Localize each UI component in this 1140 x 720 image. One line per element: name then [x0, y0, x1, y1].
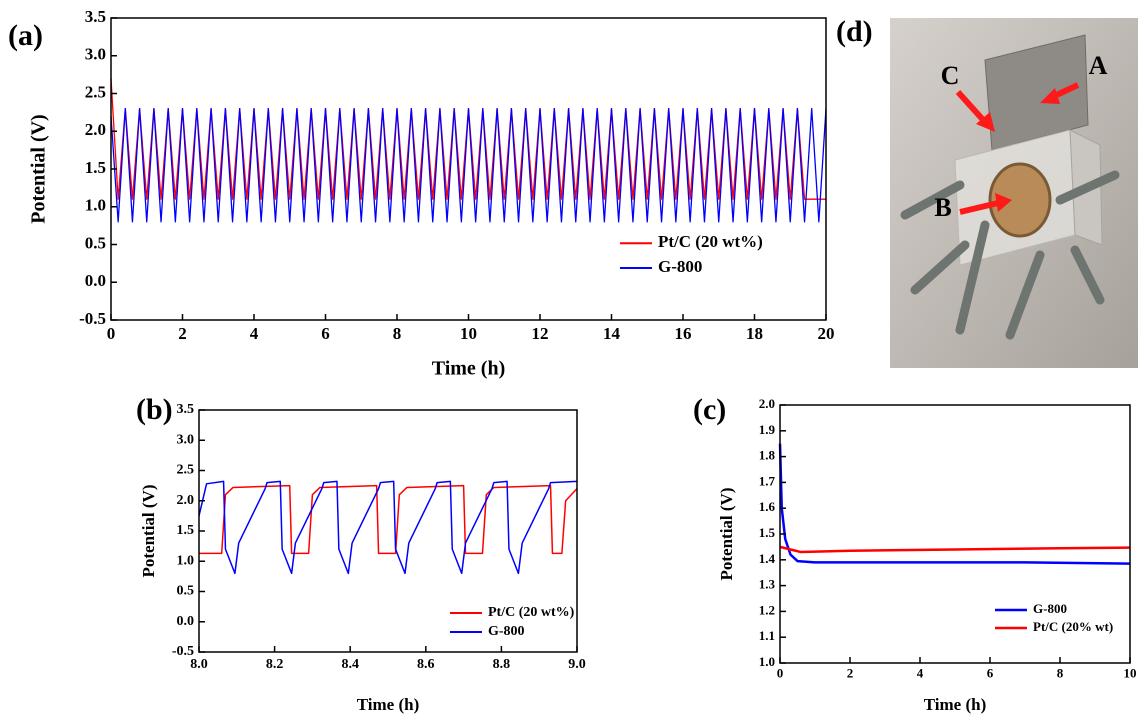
y-tick-label: 1.7: [759, 473, 776, 488]
x-tick-label: 8: [1057, 666, 1064, 681]
x-tick-label: 8: [393, 324, 402, 343]
x-axis-title: Time (h): [924, 695, 987, 714]
data-line: [778, 443, 1131, 565]
y-tick-label: 2.0: [85, 120, 106, 139]
y-axis-title: Potential (V): [139, 484, 158, 577]
x-tick-label: 8.2: [266, 657, 284, 672]
x-tick-label: 14: [603, 324, 621, 343]
x-tick-label: 2: [847, 666, 854, 681]
panel-label: (a): [8, 19, 43, 52]
arrows: [955, 82, 1080, 215]
legend-label: Pt/C (20 wt%): [658, 232, 763, 251]
panel-label: (c): [693, 393, 726, 426]
photo-label: C: [941, 61, 960, 90]
y-tick-label: 2.5: [177, 463, 195, 478]
data-line: [110, 107, 827, 223]
y-axis-title: Potential (V): [28, 114, 50, 223]
y-tick-label: 0.5: [177, 584, 195, 599]
bolts: [900, 170, 1120, 340]
photo-label: B: [934, 193, 951, 222]
legend-label: Pt/C (20% wt): [1033, 619, 1113, 634]
y-axis-title: Potential (V): [717, 487, 736, 580]
y-tick-label: 2.0: [177, 493, 195, 508]
y-tick-label: 1.0: [177, 553, 195, 568]
chart-panel: (c) 0 2 4 6 8 10 1.0 1.1 1.2 1.3 1.4 1.5 1.6 1.7 1.8 1.9…: [693, 393, 1137, 714]
panel-label: (d): [836, 15, 873, 48]
x-tick-label: 4: [250, 324, 259, 343]
x-tick-label: 12: [532, 324, 549, 343]
chart-panel: (a) 0 2 4 6 8 10 12 14 16 18 20 -0.5 0.0 0.5 1.0 1.5 2.0 2…: [8, 7, 835, 380]
y-tick-label: 1.9: [759, 422, 776, 437]
y-tick-label: -0.5: [172, 644, 194, 659]
legend-label: Pt/C (20 wt%): [488, 605, 575, 620]
x-tick-label: 20: [818, 324, 835, 343]
y-tick-label: -0.5: [79, 309, 106, 328]
y-tick-label: 0.0: [85, 271, 106, 290]
y-tick-label: 1.4: [759, 551, 776, 566]
plot-frame: [110, 17, 827, 321]
y-tick-label: 2.0: [759, 396, 775, 411]
y-tick-label: 3.0: [85, 45, 106, 64]
y-tick-label: 1.1: [759, 628, 775, 643]
x-tick-label: 10: [460, 324, 477, 343]
legend-label: G-800: [488, 624, 525, 639]
x-tick-label: 16: [675, 324, 692, 343]
x-axis-title: Time (h): [357, 695, 420, 714]
data-line: [199, 484, 578, 555]
y-tick-label: 3.5: [177, 402, 195, 417]
chart-panel: (b) 8.0 8.2 8.4 8.6 8.8 9.0 -0.5 0.0 0.5 1.0 1.5 2.0…: [136, 393, 586, 714]
photo-label: A: [1089, 51, 1108, 80]
x-tick-label: 18: [746, 324, 763, 343]
y-tick-label: 1.5: [85, 158, 106, 177]
y-tick-label: 1.8: [759, 448, 776, 463]
y-tick-label: 2.5: [85, 82, 106, 101]
x-tick-label: 8.4: [341, 657, 359, 672]
legend-label: G-800: [658, 257, 702, 276]
x-axis-title: Time (h): [432, 358, 506, 380]
y-tick-label: 1.3: [759, 577, 776, 592]
x-tick-label: 2: [178, 324, 187, 343]
x-tick-label: 9.0: [568, 657, 586, 672]
y-tick-label: 0.0: [177, 614, 195, 629]
legend-label: G-800: [1033, 601, 1067, 616]
x-tick-label: 6: [321, 324, 330, 343]
data-line: [779, 545, 1131, 554]
y-tick-label: 1.5: [759, 525, 776, 540]
x-tick-label: 8.8: [493, 657, 511, 672]
y-tick-label: 1.0: [85, 196, 106, 215]
y-tick-label: 0.5: [85, 233, 106, 252]
y-tick-label: 1.5: [177, 523, 195, 538]
x-tick-label: 8.6: [417, 657, 435, 672]
x-tick-label: 8.0: [190, 657, 208, 672]
x-tick-label: 4: [917, 666, 924, 681]
y-tick-label: 1.2: [759, 602, 775, 617]
y-tick-label: 1.0: [759, 654, 775, 669]
y-tick-label: 3.5: [85, 7, 106, 26]
electrode-disk: [988, 162, 1052, 238]
data-line: [198, 480, 578, 575]
x-tick-label: 0: [777, 666, 784, 681]
y-tick-label: 3.0: [177, 432, 195, 447]
y-tick-label: 1.6: [759, 499, 776, 514]
data-line: [110, 78, 826, 200]
x-tick-label: 6: [987, 666, 994, 681]
x-tick-label: 0: [107, 324, 116, 343]
photo: A B C (d): [836, 15, 1138, 368]
panel-label: (b): [136, 393, 173, 426]
x-tick-label: 10: [1124, 666, 1137, 681]
